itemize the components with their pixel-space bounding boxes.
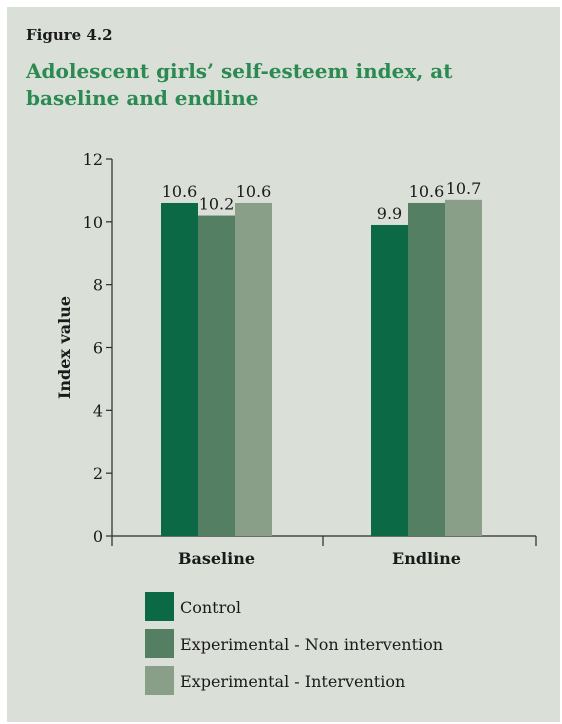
legend-label: Experimental - Intervention — [180, 672, 405, 691]
legend-label: Experimental - Non intervention — [180, 635, 443, 654]
bar — [235, 202, 272, 536]
bar-value-label: 10.6 — [409, 182, 445, 201]
y-tick-label: 8 — [93, 276, 103, 295]
figure-label: Figure 4.2 — [26, 26, 113, 44]
legend-label: Control — [180, 598, 241, 617]
data-labels: 10.610.210.69.910.6 10.7 — [162, 179, 482, 223]
bar — [408, 202, 445, 536]
x-category-label: Endline — [392, 549, 461, 568]
bar-value-label: 10.7 — [446, 179, 482, 198]
bar — [371, 224, 408, 536]
x-category-label: Baseline — [178, 549, 255, 568]
bar — [445, 199, 482, 536]
bar — [198, 215, 235, 537]
bar-value-label: 10.6 — [162, 182, 198, 201]
legend: Control Experimental - Non intervention Ex… — [145, 592, 443, 695]
y-tick-label: 10 — [83, 213, 103, 232]
legend-swatch — [145, 629, 174, 658]
y-tick-label: 12 — [83, 150, 103, 169]
bar-value-label: 10.2 — [199, 195, 235, 214]
chart-title: Adolescent girls’ self-esteem index, at … — [26, 59, 453, 110]
bar-value-label: 9.9 — [377, 204, 402, 223]
y-tick-label: 6 — [93, 339, 103, 358]
y-tick-label: 4 — [93, 401, 103, 420]
y-tick-label: 2 — [93, 464, 103, 483]
legend-swatch — [145, 666, 174, 695]
bar — [161, 202, 198, 536]
legend-swatch — [145, 592, 174, 621]
bar-value-label: 10.6 — [236, 182, 272, 201]
y-tick-label: 0 — [93, 527, 103, 546]
bar-group — [161, 199, 482, 537]
y-axis-title: Index value — [55, 296, 74, 399]
